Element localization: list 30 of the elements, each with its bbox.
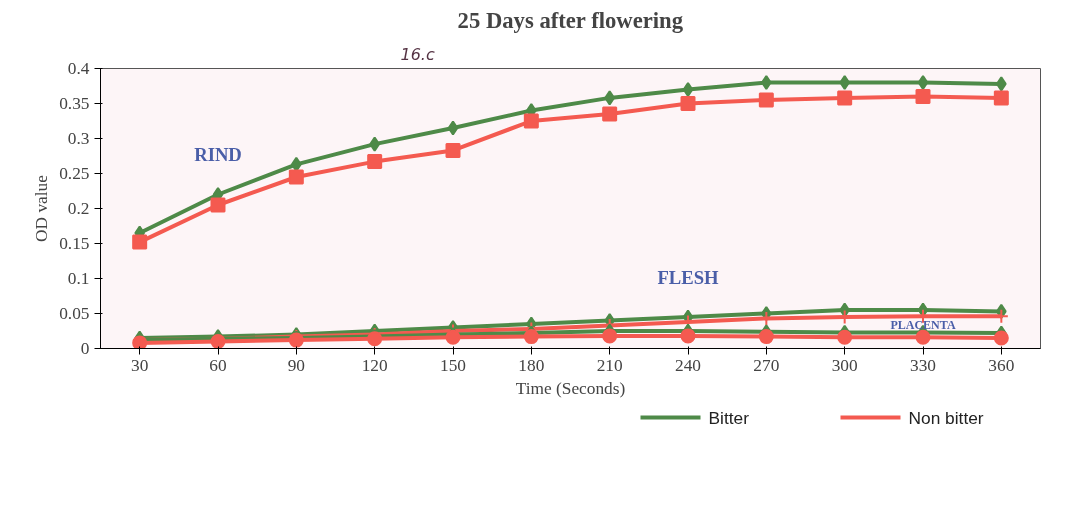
y-tick-label: 0 [80,339,90,358]
y-tick-label: 0.05 [59,304,90,323]
x-tick-label: 150 [440,355,466,375]
y-tick-label: 0.25 [59,164,90,183]
annotation: FLESH [657,266,720,288]
y-tick-label: 0.1 [67,269,90,288]
x-tick-label: 300 [831,355,858,375]
text: 16.c [400,44,435,64]
x-tick-label: 360 [988,355,1015,375]
x-tick-label: 90 [287,355,305,375]
x-tick-label: 60 [209,355,227,375]
x-tick-label: 30 [131,355,149,375]
legend-label: Bitter [708,407,750,428]
y-tick-label: 0.3 [67,129,90,148]
y-tick-label: 0.35 [59,94,90,113]
legend-label: Non bitter [908,407,984,428]
annotation: PLACENTA [890,318,956,333]
x-tick-label: 240 [675,355,701,375]
annotation: RIND [194,144,242,165]
x-tick-label: 270 [753,355,780,375]
y-tick-label: 0.15 [59,234,90,253]
y-tick-label: 0.4 [67,59,90,78]
chart-title: 25 Days after flowering [457,7,684,33]
x-tick-label: 120 [361,355,388,375]
x-tick-label: 180 [518,355,545,375]
x-axis-title: Time (Seconds) [515,378,626,398]
x-tick-label: 330 [910,355,936,375]
x-tick-label: 210 [596,355,623,375]
y-axis-title: OD value [32,174,52,242]
y-tick-label: 0.2 [67,199,90,218]
